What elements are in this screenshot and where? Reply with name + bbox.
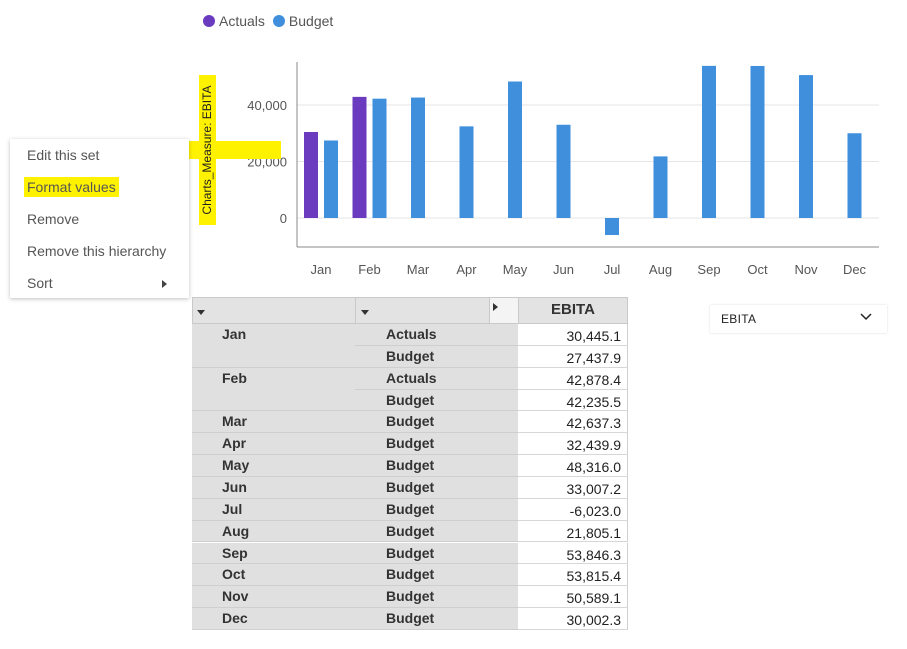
legend-item-budget[interactable]: Budget	[272, 13, 334, 29]
value-cell: 53,815.4	[518, 564, 628, 587]
bar-actuals	[304, 131, 318, 218]
caret-right-icon	[493, 303, 498, 311]
bar-budget	[799, 75, 813, 219]
x-tick-label: Aug	[649, 262, 672, 277]
bar-budget	[750, 65, 765, 218]
caret-down-icon	[361, 310, 369, 315]
x-tick-label: Feb	[358, 262, 380, 277]
context-menu: Edit this set Format values Remove Remov…	[10, 139, 189, 298]
row-header-month: Oct	[192, 564, 356, 587]
x-tick-label: Sep	[697, 262, 720, 277]
menu-item-sort[interactable]: Sort	[27, 275, 53, 291]
bar-budget	[372, 98, 387, 218]
row-header-dropdown-1[interactable]	[192, 297, 356, 324]
row-header-month: May	[192, 455, 356, 477]
value-cell: 30,002.3	[518, 608, 628, 630]
menu-item-format-values[interactable]: Format values	[24, 177, 119, 197]
x-tick-label: Oct	[747, 262, 768, 277]
row-header-version: Budget	[355, 476, 519, 499]
x-tick-label: Apr	[456, 262, 477, 277]
row-header-version: Budget	[355, 389, 519, 412]
column-header-ebita[interactable]: EBITA	[518, 297, 628, 324]
row-header-version: Budget	[355, 455, 519, 477]
bar-budget	[459, 126, 474, 218]
legend-swatch-budget	[272, 15, 285, 27]
row-header-version: Budget	[355, 411, 519, 434]
x-tick-label: Jul	[604, 262, 621, 277]
row-header-version: Actuals	[355, 367, 519, 390]
y-axis-label: Charts_Measure: EBITA	[200, 85, 214, 214]
chevron-down-icon	[860, 313, 872, 321]
row-header-month: Dec	[192, 608, 356, 630]
x-tick-label: Jun	[553, 262, 574, 277]
value-cell: 27,437.9	[518, 345, 628, 368]
row-header-version: Actuals	[355, 324, 519, 346]
value-cell: 50,589.1	[518, 586, 628, 609]
row-header-month: Jun	[192, 476, 356, 499]
row-header-month: Aug	[192, 520, 356, 543]
bar-budget	[847, 133, 862, 218]
x-tick-label: Nov	[794, 262, 818, 277]
legend-label-budget: Budget	[288, 13, 334, 29]
row-header-version: Budget	[355, 498, 519, 521]
row-header-month: Apr	[192, 433, 356, 456]
row-header-version: Budget	[355, 520, 519, 543]
row-header-month: Mar	[192, 411, 356, 434]
caret-down-icon	[197, 310, 205, 315]
row-header-month: Sep	[192, 542, 356, 565]
value-cell: 30,445.1	[518, 324, 628, 346]
bar-budget	[556, 124, 571, 218]
legend-swatch-actuals	[203, 15, 215, 27]
submenu-arrow-icon	[162, 280, 167, 288]
chart-legend: Actuals Budget	[203, 13, 333, 29]
bar-actuals	[352, 96, 367, 218]
value-cell: 33,007.2	[518, 476, 628, 499]
row-header-version: Budget	[355, 586, 519, 609]
menu-item-edit-set[interactable]: Edit this set	[27, 147, 100, 163]
value-cell: 32,439.9	[518, 433, 628, 456]
menu-item-remove-hierarchy[interactable]: Remove this hierarchy	[27, 243, 167, 259]
row-header-month: Feb	[192, 367, 356, 412]
value-cell: 42,878.4	[518, 367, 628, 390]
bar-budget	[508, 81, 522, 219]
row-header-month: Jul	[192, 498, 356, 521]
row-header-month: Nov	[192, 586, 356, 609]
row-header-version: Budget	[355, 608, 519, 630]
value-cell: 53,846.3	[518, 542, 628, 565]
menu-item-remove[interactable]: Remove	[27, 211, 80, 227]
value-cell: 48,316.0	[518, 455, 628, 477]
x-tick-label: Dec	[843, 262, 867, 277]
row-header-version: Budget	[355, 433, 519, 456]
legend-label-actuals: Actuals	[219, 13, 265, 29]
x-tick-label: May	[503, 262, 528, 277]
bar-budget	[605, 218, 619, 236]
expand-columns-button[interactable]	[489, 297, 519, 324]
measure-dropdown-value: EBITA	[721, 312, 757, 326]
bar-budget	[411, 97, 425, 218]
x-tick-label: Mar	[407, 262, 430, 277]
legend-item-actuals[interactable]: Actuals	[203, 13, 265, 29]
bar-budget	[702, 65, 716, 218]
measure-dropdown[interactable]: EBITA	[710, 305, 887, 333]
value-cell: 42,637.3	[518, 411, 628, 434]
row-header-version: Budget	[355, 345, 519, 368]
value-cell: 42,235.5	[518, 389, 628, 412]
bar-budget	[324, 140, 338, 218]
bar-budget	[653, 156, 668, 218]
row-header-version: Budget	[355, 564, 519, 587]
row-header-month: Jan	[192, 324, 356, 368]
y-tick-label: 0	[280, 211, 287, 226]
y-tick-label: 40,000	[247, 98, 287, 113]
value-cell: 21,805.1	[518, 520, 628, 543]
value-cell: -6,023.0	[518, 498, 628, 521]
row-header-version: Budget	[355, 542, 519, 565]
y-axis-label-highlight	[199, 75, 216, 225]
x-tick-label: Jan	[311, 262, 332, 277]
